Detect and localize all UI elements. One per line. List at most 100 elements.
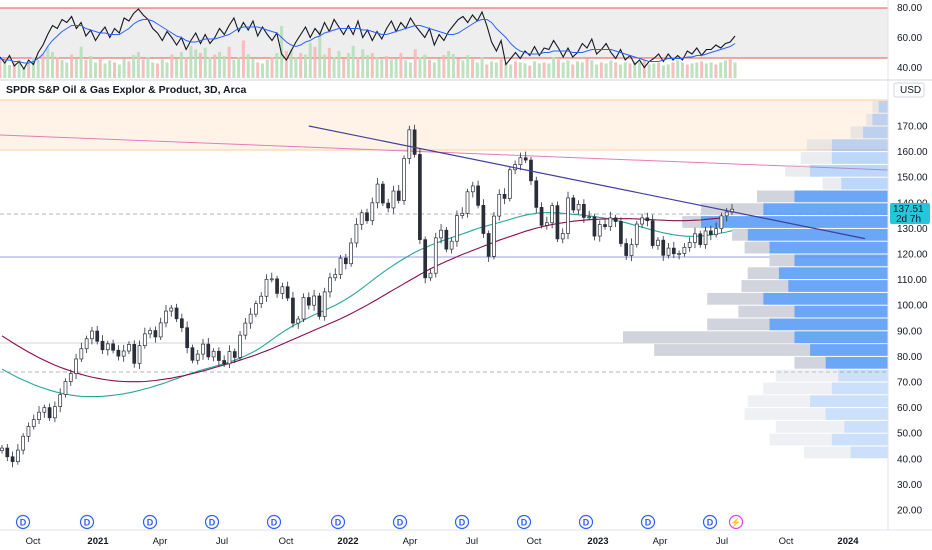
osc-tick-label: 40.00 (897, 63, 922, 74)
candle-up (333, 274, 338, 279)
dividend-marker (702, 514, 718, 530)
candle-up (254, 303, 258, 315)
candle-up (518, 157, 523, 166)
candle-down (555, 205, 560, 240)
candle-down (582, 203, 586, 218)
osc-volume-bar (170, 54, 174, 78)
dividend-marker-label: D (84, 518, 91, 528)
osc-volume-bar (451, 54, 455, 78)
candle-down (650, 220, 655, 246)
osc-volume-bar (160, 59, 164, 78)
candle-down (534, 180, 539, 208)
osc-volume-bar (84, 59, 88, 78)
candle-up (31, 419, 36, 427)
time-tick-label: Apr (153, 536, 168, 547)
osc-volume-bar (499, 59, 503, 78)
osc-volume-bar (203, 47, 207, 78)
osc-volume-bar (184, 57, 188, 78)
osc-volume-bar (590, 60, 594, 78)
candle-down (180, 318, 184, 329)
dividend-marker-label: D (209, 518, 216, 528)
price-tick-label: 60.00 (897, 403, 922, 414)
volume-profile-up (831, 139, 888, 152)
time-tick-label: Apr (403, 536, 418, 547)
candle-down (174, 307, 179, 320)
candle-up (201, 343, 205, 355)
price-axis[interactable]: 170.00160.00150.00140.00130.00120.00110.… (897, 122, 928, 517)
candle-down (317, 295, 322, 317)
dividend-marker-label: D (707, 518, 714, 528)
osc-volume-bar (394, 58, 398, 78)
candle-up (259, 295, 264, 305)
osc-volume-bar (79, 46, 83, 78)
candle-down (386, 202, 391, 209)
volume-profile-down (732, 228, 748, 241)
candle-down (217, 350, 221, 361)
volume-profile-down (806, 139, 832, 152)
price-tick-label: 160.00 (897, 147, 928, 158)
osc-volume-bar (370, 53, 374, 78)
osc-volume-bar (241, 40, 245, 78)
osc-volume-bar (246, 54, 250, 78)
osc-volume-bar (408, 62, 412, 78)
osc-volume-bar (3, 62, 7, 78)
osc-volume-bar (523, 63, 527, 78)
candle-down (671, 247, 676, 255)
volume-profile-up (850, 446, 888, 459)
candle-down (571, 197, 576, 211)
candle-up (455, 215, 459, 242)
candle-down (381, 183, 385, 204)
earnings-marker (728, 514, 744, 530)
osc-volume-bar (571, 64, 575, 78)
price-tick-label: 170.00 (897, 122, 928, 133)
candle-up (439, 229, 443, 239)
descending-trendline[interactable] (308, 125, 866, 240)
candle-up (248, 313, 253, 324)
candle-up (687, 242, 692, 248)
candle-up (507, 169, 512, 199)
osc-volume-bar (141, 59, 145, 78)
candle-down (232, 351, 237, 358)
osc-volume-bar (22, 67, 26, 78)
osc-volume-bar (289, 49, 293, 78)
osc-volume-bar (232, 59, 236, 78)
osc-volume-bar (428, 59, 432, 78)
osc-volume-bar (585, 58, 589, 78)
osc-volume-bar (55, 57, 59, 78)
candle-up (460, 212, 465, 216)
candle-up (470, 185, 475, 193)
candle-down (624, 243, 629, 256)
osc-volume-bar (346, 53, 350, 78)
osc-volume-bar (700, 61, 704, 78)
price-tick-label: 100.00 (897, 301, 928, 312)
candle-down (481, 205, 486, 234)
volume-profile-down (785, 164, 811, 177)
volume-profile-up (810, 395, 888, 408)
osc-volume-bar (189, 45, 193, 78)
candle-up (349, 242, 353, 265)
currency-button[interactable]: USD (893, 82, 925, 98)
candle-down (132, 344, 137, 364)
osc-volume-bar (556, 59, 560, 78)
candle-up (634, 223, 639, 245)
osc-volume-bar (666, 64, 670, 78)
osc-volume-bar (332, 57, 336, 78)
time-axis[interactable]: Oct 2021 Apr Jul Oct 2022 Apr Jul Oct 2023 Apr Jul O… (26, 536, 860, 547)
osc-volume-bar (323, 54, 327, 78)
osc-volume-bar (690, 63, 694, 78)
candle-down (185, 327, 189, 349)
candle-up (597, 224, 602, 237)
volume-profile-down (744, 408, 826, 420)
osc-volume-bar (599, 62, 603, 78)
dividend-marker (454, 514, 470, 530)
candle-up (359, 212, 364, 225)
osc-volume-bar (623, 62, 627, 78)
candle-down (275, 278, 279, 294)
candle-up (656, 239, 660, 246)
volume-profile-up (763, 292, 888, 305)
candle-up (79, 348, 84, 360)
osc-volume-bar (566, 60, 570, 78)
osc-volume-bar (614, 62, 618, 78)
volume-profile-down (654, 344, 811, 356)
